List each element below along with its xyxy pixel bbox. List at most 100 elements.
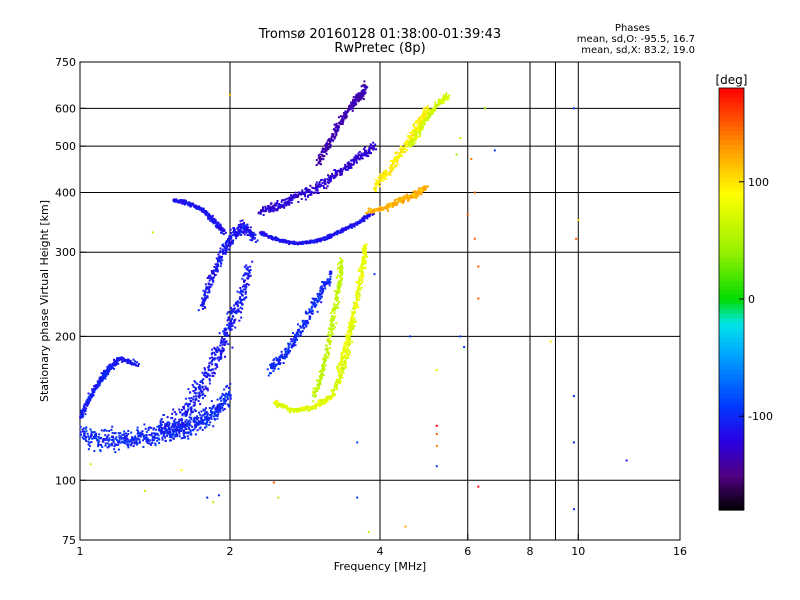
echo-point	[213, 372, 216, 375]
echo-point	[358, 276, 361, 279]
echo-point	[225, 244, 228, 247]
echo-point	[323, 354, 326, 357]
echo-point	[338, 291, 341, 294]
colorbar-band	[719, 322, 744, 328]
colorbar-band	[719, 303, 744, 309]
echo-point	[311, 297, 314, 300]
echo-point	[130, 440, 133, 443]
echo-point	[365, 214, 368, 217]
echo-point	[193, 404, 196, 407]
echo-point	[247, 277, 249, 280]
echo-point	[290, 242, 293, 245]
echo-point	[325, 359, 327, 362]
echo-point	[220, 229, 223, 232]
echo-point	[311, 312, 314, 315]
echo-point	[276, 201, 279, 204]
echo-point	[295, 334, 298, 336]
echo-point	[207, 216, 210, 219]
echo-point	[350, 163, 353, 166]
echo-point	[320, 238, 323, 241]
echo-point	[440, 102, 443, 105]
echo-point	[181, 413, 184, 416]
echo-point	[359, 154, 362, 157]
echo-point	[372, 213, 375, 215]
echo-point	[297, 335, 300, 338]
echo-point	[330, 179, 333, 182]
echo-point	[189, 430, 192, 433]
echo-point	[197, 420, 200, 423]
isolated-echo-point	[277, 496, 280, 499]
echo-point	[244, 227, 247, 230]
echo-point	[319, 160, 322, 163]
echo-point	[82, 437, 85, 440]
echo-point	[359, 98, 362, 101]
echo-point	[186, 435, 189, 438]
echo-point	[277, 361, 280, 364]
echo-point	[231, 308, 234, 311]
echo-point	[279, 361, 282, 364]
echo-point	[348, 353, 351, 356]
echo-point	[356, 96, 359, 99]
echo-point	[98, 383, 101, 386]
echo-point	[213, 412, 216, 415]
echo-point	[209, 421, 212, 424]
echo-point	[212, 218, 215, 221]
echo-point	[330, 320, 333, 323]
echo-point	[97, 435, 100, 438]
echo-point	[181, 200, 184, 203]
echo-point	[100, 372, 103, 375]
echo-point	[227, 343, 230, 346]
echo-point	[318, 292, 321, 295]
echo-point	[125, 432, 128, 435]
echo-point	[320, 377, 323, 380]
isolated-echo-point	[572, 107, 575, 110]
echo-point	[309, 407, 312, 410]
echo-point	[269, 208, 272, 211]
echo-point	[377, 181, 380, 184]
colorbar-band	[719, 345, 744, 352]
echo-point	[317, 295, 320, 298]
echo-point	[224, 251, 227, 254]
echo-point	[340, 267, 343, 270]
echo-point	[87, 435, 90, 438]
echo-point	[350, 227, 353, 229]
echo-point	[336, 267, 339, 270]
echo-point	[292, 332, 294, 334]
echo-point	[333, 312, 336, 315]
echo-point	[416, 121, 419, 124]
echo-point	[342, 118, 345, 121]
echo-point	[135, 441, 138, 444]
echo-point	[419, 117, 422, 120]
echo-point	[347, 109, 350, 112]
echo-point	[148, 442, 151, 445]
echo-point	[360, 279, 363, 282]
echo-point	[271, 236, 274, 239]
echo-point	[349, 106, 352, 109]
echo-point	[178, 201, 181, 204]
echo-point	[87, 403, 90, 406]
echo-point	[217, 413, 220, 416]
echo-point	[229, 325, 232, 328]
echo-point	[95, 383, 98, 386]
echo-point	[325, 146, 328, 149]
echo-point	[322, 283, 325, 286]
echo-point	[383, 170, 386, 173]
echo-point	[126, 441, 129, 444]
echo-point	[418, 130, 421, 133]
echo-point	[225, 239, 228, 242]
echo-point	[91, 437, 94, 440]
echo-point	[224, 327, 227, 330]
echo-point	[287, 200, 289, 203]
echo-point	[268, 206, 271, 209]
echo-point	[111, 444, 114, 447]
echo-point	[305, 406, 308, 409]
echo-point	[335, 378, 338, 381]
echo-point	[211, 356, 214, 359]
echo-point	[201, 304, 204, 307]
echo-point	[182, 432, 185, 435]
echo-point	[320, 301, 323, 304]
echo-point	[287, 409, 290, 412]
echo-point	[409, 138, 412, 141]
echo-point	[319, 370, 322, 372]
echo-point	[312, 303, 315, 306]
